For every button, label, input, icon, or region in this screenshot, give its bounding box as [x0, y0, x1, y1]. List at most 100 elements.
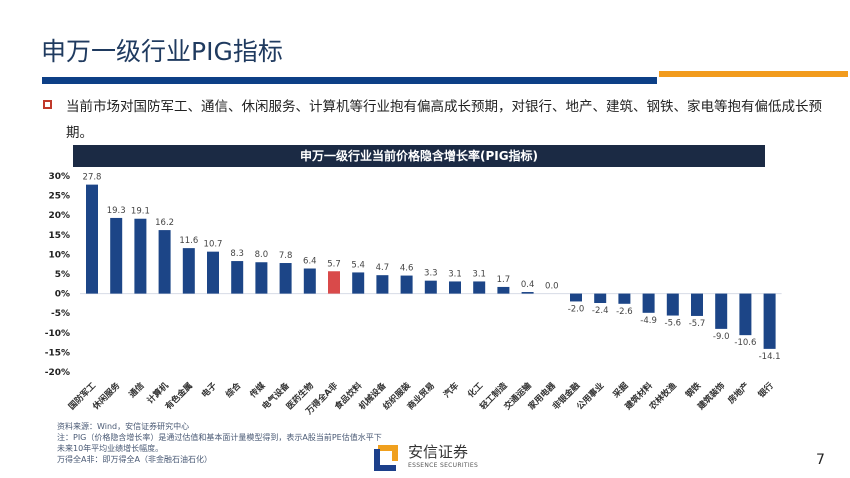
- bar: [473, 281, 486, 294]
- value-label: 8.0: [255, 250, 269, 260]
- logo-english: ESSENCE SECURITIES: [408, 462, 479, 469]
- page-title: 申万一级行业PIG指标: [41, 37, 283, 66]
- category-label: 有色金属: [163, 380, 195, 412]
- y-tick-label: 5%: [55, 270, 70, 280]
- value-label: -14.1: [759, 352, 781, 362]
- y-tick-label: -10%: [45, 329, 70, 339]
- category-label: 银行: [755, 380, 776, 401]
- value-label: 3.1: [472, 269, 486, 279]
- value-label: -9.0: [713, 332, 730, 342]
- bullet-checkbox-icon: [43, 100, 52, 109]
- wind-a-note: 万得全A非：即万得全A（非金融石油石化）: [57, 455, 212, 464]
- bar: [255, 262, 268, 294]
- category-label: 房地产: [726, 380, 752, 406]
- footnotes: 资料来源：Wind，安信证券研究中心 注：PIG（价格隐含增长率）是通过估值和基…: [57, 421, 387, 465]
- y-tick-label: 25%: [48, 192, 70, 202]
- y-tick-label: -20%: [45, 368, 70, 378]
- value-label: -10.6: [734, 338, 756, 348]
- bar: [691, 293, 703, 316]
- y-tick-label: -15%: [45, 348, 70, 358]
- value-label: -5.7: [689, 319, 706, 329]
- bar: [570, 293, 582, 302]
- category-label: 公用事业: [574, 380, 606, 412]
- essence-logo-icon: [374, 445, 398, 471]
- value-label: 5.7: [327, 259, 341, 269]
- bar: [134, 218, 147, 294]
- source-note: 资料来源：Wind，安信证券研究中心: [57, 422, 190, 431]
- category-label: 商业贸易: [405, 380, 437, 412]
- pig-note: 注：PIG（价格隐含增长率）是通过估值和基本面计量模型得到，表示A股当前PE估值…: [57, 433, 382, 453]
- category-label: 电子: [199, 380, 219, 400]
- value-label: 19.3: [107, 206, 126, 216]
- value-label: 4.7: [376, 263, 390, 273]
- category-label: 汽车: [441, 380, 461, 400]
- bar: [231, 261, 244, 294]
- y-tick-label: 30%: [48, 172, 70, 182]
- chart-title: 申万一级行业当前价格隐含增长率(PIG指标): [73, 145, 765, 167]
- bar-chart: 30% 25% 20% 15% 10% 5% 0% -5% -10% -15% -20% 27.8 1…: [45, 172, 782, 418]
- value-label: 6.4: [303, 257, 317, 267]
- category-label: 采掘: [610, 380, 631, 401]
- y-tick-label: 20%: [48, 211, 70, 221]
- value-label: 0.0: [545, 282, 559, 292]
- bar: [449, 281, 461, 294]
- value-label: 10.7: [204, 240, 223, 250]
- value-label: -2.0: [568, 304, 585, 314]
- logo-name: 安信证券: [408, 443, 469, 461]
- value-label: 27.8: [83, 173, 102, 183]
- category-label: 综合: [224, 380, 244, 400]
- y-tick-label: -5%: [51, 309, 70, 319]
- bars: [86, 184, 776, 349]
- value-label: 0.4: [521, 280, 535, 290]
- value-label: 8.3: [230, 249, 244, 259]
- value-label: 4.6: [400, 264, 414, 274]
- category-label: 通信: [127, 380, 147, 400]
- bar: [158, 230, 171, 294]
- y-tick-label: 10%: [48, 250, 70, 260]
- title-underline-orange: [659, 71, 848, 77]
- value-label: 7.8: [279, 251, 293, 261]
- category-label: 传媒: [247, 380, 268, 401]
- category-label: 钢铁: [683, 380, 703, 400]
- bar: [424, 280, 437, 294]
- title-underline-blue: [42, 77, 657, 84]
- bar: [715, 293, 728, 329]
- bar: [739, 293, 752, 336]
- value-label: 19.1: [131, 207, 150, 217]
- value-label: -5.6: [665, 319, 682, 329]
- bar: [666, 293, 679, 316]
- value-label: 11.6: [179, 236, 198, 246]
- bar: [110, 217, 123, 294]
- value-label: 3.1: [448, 269, 462, 279]
- value-label: -2.4: [592, 306, 609, 316]
- value-label: 1.7: [497, 275, 511, 285]
- value-label: -2.6: [616, 307, 633, 317]
- category-label: 化工: [466, 380, 486, 400]
- bar: [182, 248, 195, 294]
- bar: [521, 292, 534, 294]
- value-labels: 27.8 19.3 19.1 16.2 11.6 10.7 8.3 8.0 7.8 6.4 5.7 5…: [83, 173, 781, 362]
- bar: [352, 272, 365, 294]
- value-label: -4.9: [640, 316, 657, 326]
- y-tick-label: 0%: [55, 290, 70, 300]
- y-tick-label: 15%: [48, 231, 70, 241]
- bar: [497, 286, 510, 294]
- bar: [86, 184, 98, 294]
- page-number: 7: [816, 452, 825, 468]
- bar: [376, 275, 389, 294]
- value-label: 3.3: [424, 269, 438, 279]
- bar: [400, 275, 413, 294]
- bar: [328, 271, 340, 294]
- bar: [642, 293, 655, 313]
- y-axis: 30% 25% 20% 15% 10% 5% 0% -5% -10% -15% -20%: [45, 172, 70, 378]
- bullet-text: 当前市场对国防军工、通信、休闲服务、计算机等行业抱有偏高成长预期，对银行、地产、…: [66, 99, 822, 141]
- bar: [763, 293, 776, 349]
- value-label: 5.4: [351, 260, 365, 270]
- value-label: 16.2: [155, 218, 174, 228]
- bar: [207, 251, 219, 294]
- bar: [279, 263, 292, 294]
- bar: [303, 268, 316, 294]
- bar: [618, 293, 631, 304]
- bar: [594, 293, 607, 304]
